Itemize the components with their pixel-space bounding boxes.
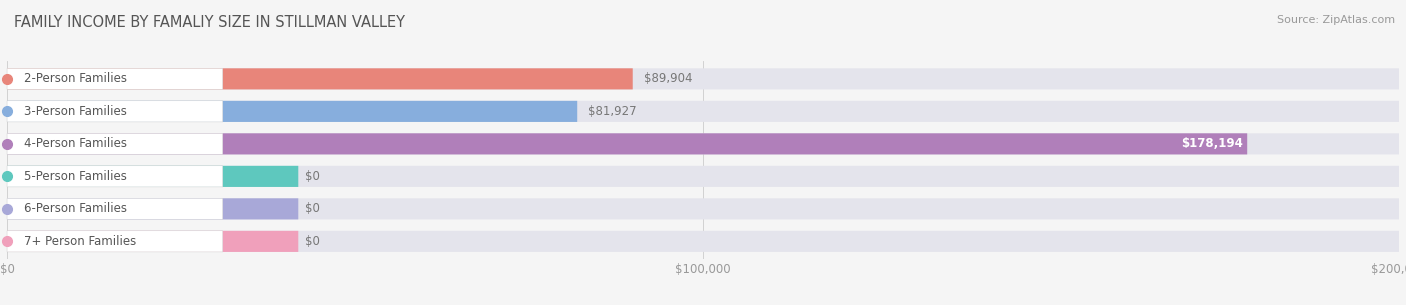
FancyBboxPatch shape xyxy=(7,231,1399,252)
Text: $0: $0 xyxy=(305,203,321,215)
Text: $0: $0 xyxy=(305,235,321,248)
FancyBboxPatch shape xyxy=(7,231,298,252)
FancyBboxPatch shape xyxy=(7,133,222,154)
Text: FAMILY INCOME BY FAMALIY SIZE IN STILLMAN VALLEY: FAMILY INCOME BY FAMALIY SIZE IN STILLMA… xyxy=(14,15,405,30)
FancyBboxPatch shape xyxy=(7,101,1399,122)
FancyBboxPatch shape xyxy=(7,101,222,122)
FancyBboxPatch shape xyxy=(7,198,298,219)
Text: 4-Person Families: 4-Person Families xyxy=(24,137,128,150)
Text: 5-Person Families: 5-Person Families xyxy=(24,170,127,183)
Text: $89,904: $89,904 xyxy=(644,72,692,85)
FancyBboxPatch shape xyxy=(7,68,1399,89)
FancyBboxPatch shape xyxy=(7,166,298,187)
FancyBboxPatch shape xyxy=(7,133,1247,154)
FancyBboxPatch shape xyxy=(7,231,222,252)
Text: Source: ZipAtlas.com: Source: ZipAtlas.com xyxy=(1277,15,1395,25)
FancyBboxPatch shape xyxy=(7,101,578,122)
Text: 3-Person Families: 3-Person Families xyxy=(24,105,127,118)
Text: $81,927: $81,927 xyxy=(588,105,637,118)
Text: 2-Person Families: 2-Person Families xyxy=(24,72,128,85)
Text: $0: $0 xyxy=(305,170,321,183)
FancyBboxPatch shape xyxy=(7,133,1399,154)
Text: 7+ Person Families: 7+ Person Families xyxy=(24,235,136,248)
FancyBboxPatch shape xyxy=(7,68,222,89)
Text: 6-Person Families: 6-Person Families xyxy=(24,203,128,215)
FancyBboxPatch shape xyxy=(7,166,222,187)
FancyBboxPatch shape xyxy=(7,198,1399,219)
FancyBboxPatch shape xyxy=(7,198,222,219)
FancyBboxPatch shape xyxy=(7,166,1399,187)
Text: $178,194: $178,194 xyxy=(1181,137,1243,150)
FancyBboxPatch shape xyxy=(7,68,633,89)
